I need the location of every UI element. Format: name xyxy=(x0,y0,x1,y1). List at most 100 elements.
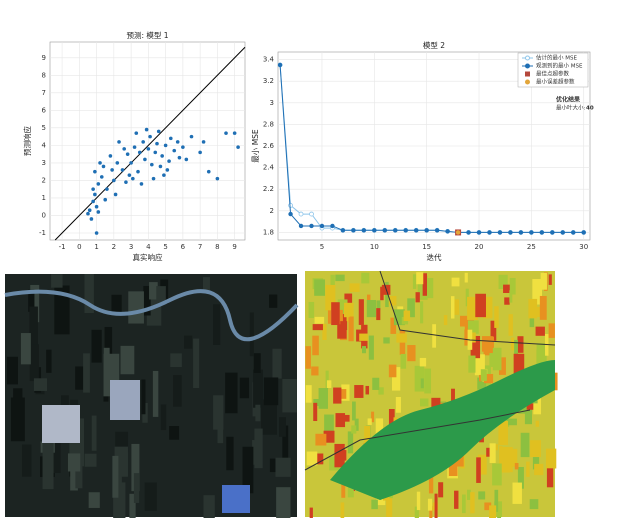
y-tick-label: 5 xyxy=(42,124,46,132)
parcel xyxy=(443,315,448,326)
parcel xyxy=(517,466,524,489)
point xyxy=(134,131,139,135)
marker xyxy=(476,230,482,235)
parcel xyxy=(387,295,397,306)
point xyxy=(91,199,95,204)
y-tick-label: 4 xyxy=(42,141,47,149)
chart-title: 模型 2 xyxy=(423,40,445,50)
parcel xyxy=(451,388,455,404)
field xyxy=(143,285,151,316)
field xyxy=(42,440,54,490)
point xyxy=(113,192,118,197)
point xyxy=(156,129,161,134)
y-tick-label: 2.4 xyxy=(263,164,275,172)
parcel xyxy=(462,494,466,514)
parcel xyxy=(311,366,319,376)
parcel xyxy=(305,346,311,369)
parcel xyxy=(459,315,471,327)
parcel xyxy=(467,320,479,334)
parcel xyxy=(354,418,359,431)
parcel xyxy=(417,275,428,300)
x-axis-label: 真实响应 xyxy=(133,252,163,262)
field xyxy=(104,326,113,369)
point xyxy=(158,164,163,169)
parcel xyxy=(509,277,516,295)
point xyxy=(236,145,240,149)
parcel xyxy=(341,480,346,498)
parcel xyxy=(469,332,476,343)
point xyxy=(201,140,206,144)
marker xyxy=(508,230,513,235)
marker xyxy=(571,230,576,235)
parcel xyxy=(529,310,535,328)
parcel xyxy=(428,468,434,494)
field xyxy=(111,294,122,315)
parcel xyxy=(424,368,432,394)
point xyxy=(146,147,151,151)
parcel xyxy=(481,336,493,352)
parcel xyxy=(539,295,547,320)
parcel xyxy=(313,402,318,422)
point xyxy=(132,145,137,149)
point xyxy=(137,150,142,155)
parcel xyxy=(407,345,416,362)
parcel xyxy=(309,507,313,522)
point xyxy=(232,131,237,135)
parcel xyxy=(341,389,347,399)
field xyxy=(21,444,32,477)
field xyxy=(169,426,180,440)
parcel xyxy=(416,272,424,285)
parcel xyxy=(376,497,386,506)
field xyxy=(133,473,140,503)
parcel xyxy=(534,306,540,318)
field xyxy=(282,425,289,463)
parcel xyxy=(427,498,433,511)
parcel xyxy=(470,335,481,359)
point xyxy=(93,192,97,197)
parcel xyxy=(365,385,370,395)
parcel xyxy=(526,461,530,477)
x-tick-label: 25 xyxy=(527,243,536,251)
field xyxy=(141,379,146,415)
point xyxy=(94,204,99,209)
point xyxy=(153,150,158,155)
parcel xyxy=(419,357,427,367)
field xyxy=(193,338,200,389)
parcel xyxy=(334,443,345,468)
parcel xyxy=(503,284,512,293)
point xyxy=(172,148,177,153)
field xyxy=(61,395,69,407)
parcel xyxy=(314,279,326,296)
y-tick-label: 3.4 xyxy=(263,56,275,64)
parcel xyxy=(376,308,381,321)
parcel xyxy=(545,448,557,469)
identity-line xyxy=(54,46,246,241)
point xyxy=(177,155,182,160)
parcel xyxy=(540,272,547,290)
marker xyxy=(497,230,503,235)
parcel xyxy=(420,378,424,389)
point xyxy=(105,187,109,191)
x-tick-label: 0 xyxy=(77,243,81,251)
parcel xyxy=(415,292,420,303)
boundary xyxy=(304,409,531,471)
field xyxy=(54,285,70,335)
field xyxy=(120,345,135,375)
parcel xyxy=(492,347,502,371)
field xyxy=(253,369,264,408)
parcel xyxy=(548,323,555,338)
marker xyxy=(351,228,356,233)
field xyxy=(217,424,224,444)
parcel xyxy=(325,284,336,311)
y-tick-label: 3 xyxy=(42,159,46,167)
field xyxy=(275,457,291,477)
field xyxy=(83,353,90,393)
field xyxy=(129,493,136,521)
parcel xyxy=(448,453,458,476)
field xyxy=(213,304,221,345)
point xyxy=(125,152,130,156)
parcel xyxy=(483,374,494,384)
parcel xyxy=(454,299,460,315)
x-axis-label: 迭代 xyxy=(427,252,442,262)
x-tick-label: 7 xyxy=(198,243,202,251)
